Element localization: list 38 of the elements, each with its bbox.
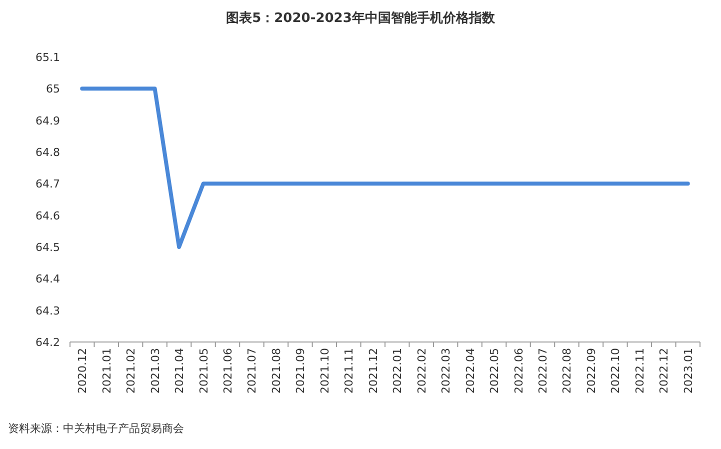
x-tick-label: 2022.11 [633,348,646,394]
x-tick-label: 2023.01 [682,348,695,394]
y-tick-label: 64.4 [36,272,60,286]
x-tick-label: 2021.03 [148,348,162,394]
y-tick-label: 65.1 [36,51,60,64]
x-tick-label: 2021.04 [173,348,186,394]
text: 资料来源：中关村电子产品贸易商会 [8,422,184,435]
x-tick-label: 2021.09 [294,348,308,394]
y-tick-label: 64.2 [36,336,60,349]
x-tick-label: 2022.02 [415,348,428,394]
x-tick-label: 2021.02 [124,348,138,394]
x-tick-label: 2021.08 [270,348,283,394]
chart-title: 图表5：2020-2023年中国智能手机价格指数 [226,10,496,26]
x-tick-label: 2021.05 [197,348,210,394]
x-tick-label: 2021.11 [342,348,356,394]
y-tick-label: 64.3 [36,304,60,318]
x-tick-label: 2021.10 [318,348,332,394]
x-tick-label: 2022.06 [512,348,526,394]
x-tick-label: 2022.03 [440,348,453,394]
x-tick-label: 2022.10 [609,348,622,394]
x-tick-label: 2021.06 [222,348,234,394]
x-tick-label: 2022.08 [560,348,574,394]
x-tick-label: 2022.12 [658,348,671,394]
x-tick-label: 2022.01 [391,348,404,394]
x-tick-label: 2022.07 [536,348,550,394]
y-tick-label: 65 [46,82,60,96]
x-tick-label: 2021.01 [100,348,114,394]
x-tick-label: 2022.05 [488,348,502,394]
x-tick-label: 2021.12 [366,348,380,394]
x-tick-label: 2022.04 [464,348,477,394]
y-tick-label: 64.5 [36,241,60,254]
x-tick-label: 2020.12 [76,348,90,394]
y-tick-label: 64.6 [36,209,60,222]
x-tick-label: 2021.07 [246,348,259,394]
y-tick-label: 64.9 [36,114,60,128]
y-tick-label: 64.8 [36,146,60,159]
y-tick-label: 64.7 [36,178,60,191]
x-tick-label: 2022.09 [584,348,598,394]
